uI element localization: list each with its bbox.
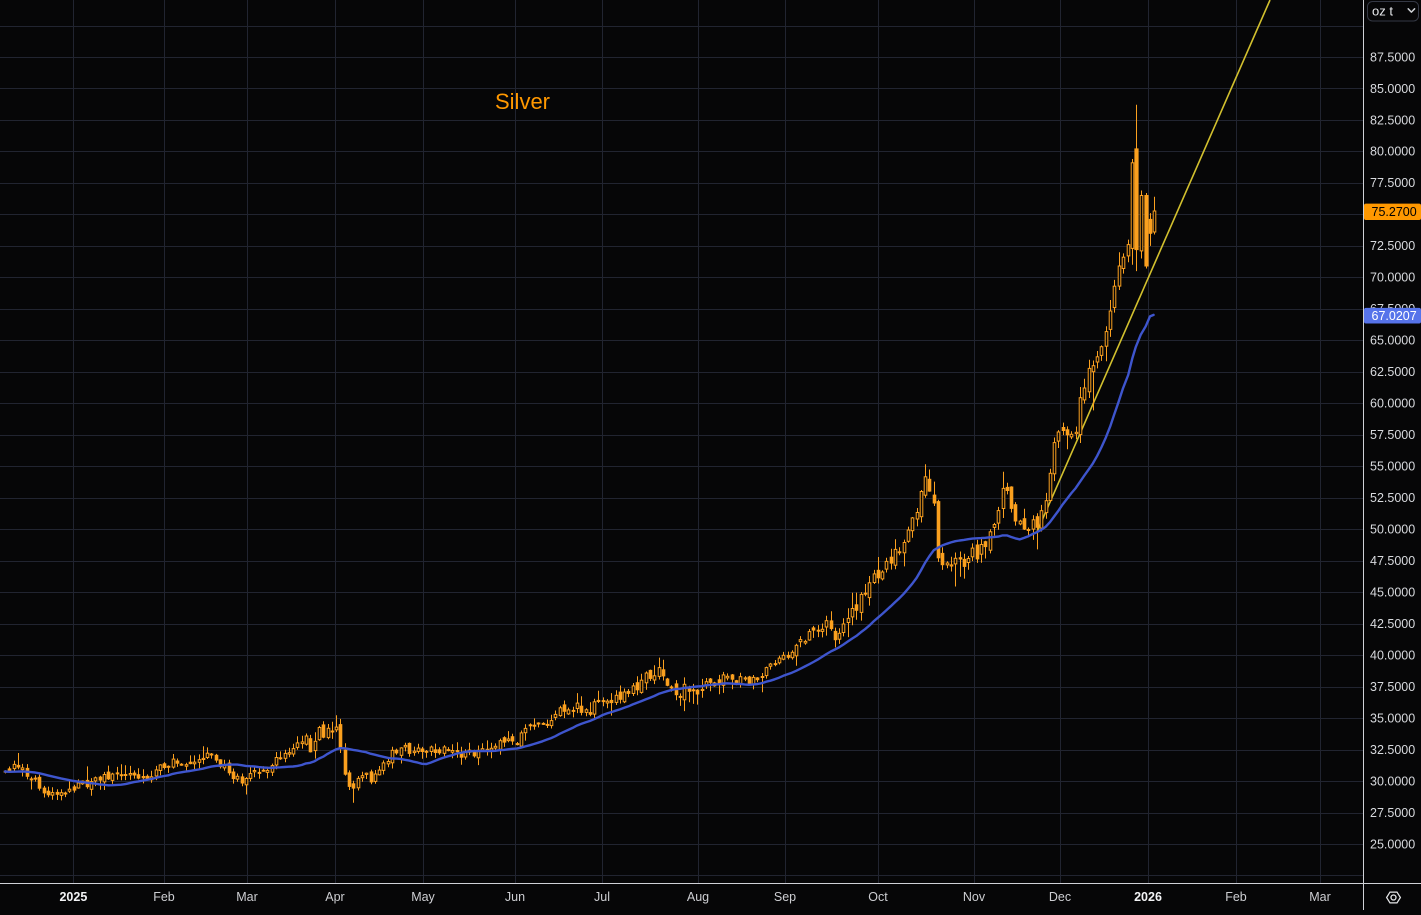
- svg-text:Oct: Oct: [868, 890, 888, 904]
- svg-text:77.5000: 77.5000: [1370, 176, 1415, 190]
- svg-text:60.0000: 60.0000: [1370, 397, 1415, 411]
- svg-text:67.0207: 67.0207: [1372, 309, 1417, 323]
- svg-text:Apr: Apr: [325, 890, 344, 904]
- svg-text:Silver: Silver: [495, 89, 550, 114]
- svg-text:Aug: Aug: [687, 890, 709, 904]
- svg-text:87.5000: 87.5000: [1370, 50, 1415, 64]
- svg-text:42.5000: 42.5000: [1370, 617, 1415, 631]
- svg-text:2026: 2026: [1134, 890, 1162, 904]
- svg-text:Mar: Mar: [1309, 890, 1331, 904]
- svg-text:37.5000: 37.5000: [1370, 680, 1415, 694]
- svg-text:57.5000: 57.5000: [1370, 428, 1415, 442]
- svg-text:25.0000: 25.0000: [1370, 837, 1415, 851]
- svg-text:40.0000: 40.0000: [1370, 648, 1415, 662]
- svg-text:30.0000: 30.0000: [1370, 774, 1415, 788]
- svg-text:27.5000: 27.5000: [1370, 806, 1415, 820]
- svg-text:52.5000: 52.5000: [1370, 491, 1415, 505]
- svg-text:Jul: Jul: [594, 890, 610, 904]
- svg-text:Mar: Mar: [236, 890, 258, 904]
- svg-text:45.0000: 45.0000: [1370, 586, 1415, 600]
- svg-text:55.0000: 55.0000: [1370, 460, 1415, 474]
- svg-text:75.2700: 75.2700: [1372, 205, 1417, 219]
- svg-text:35.0000: 35.0000: [1370, 711, 1415, 725]
- svg-text:Jun: Jun: [505, 890, 525, 904]
- svg-text:Feb: Feb: [1225, 890, 1247, 904]
- svg-text:82.5000: 82.5000: [1370, 113, 1415, 127]
- svg-text:72.5000: 72.5000: [1370, 239, 1415, 253]
- svg-text:62.5000: 62.5000: [1370, 365, 1415, 379]
- svg-text:47.5000: 47.5000: [1370, 554, 1415, 568]
- svg-text:Sep: Sep: [774, 890, 796, 904]
- svg-text:32.5000: 32.5000: [1370, 743, 1415, 757]
- svg-text:Dec: Dec: [1049, 890, 1071, 904]
- svg-text:2025: 2025: [59, 890, 87, 904]
- svg-text:80.0000: 80.0000: [1370, 145, 1415, 159]
- svg-text:Feb: Feb: [153, 890, 175, 904]
- svg-text:70.0000: 70.0000: [1370, 271, 1415, 285]
- svg-text:May: May: [411, 890, 435, 904]
- svg-text:85.0000: 85.0000: [1370, 82, 1415, 96]
- svg-text:Nov: Nov: [963, 890, 986, 904]
- svg-text:oz t: oz t: [1372, 4, 1393, 19]
- svg-text:65.0000: 65.0000: [1370, 334, 1415, 348]
- svg-text:50.0000: 50.0000: [1370, 523, 1415, 537]
